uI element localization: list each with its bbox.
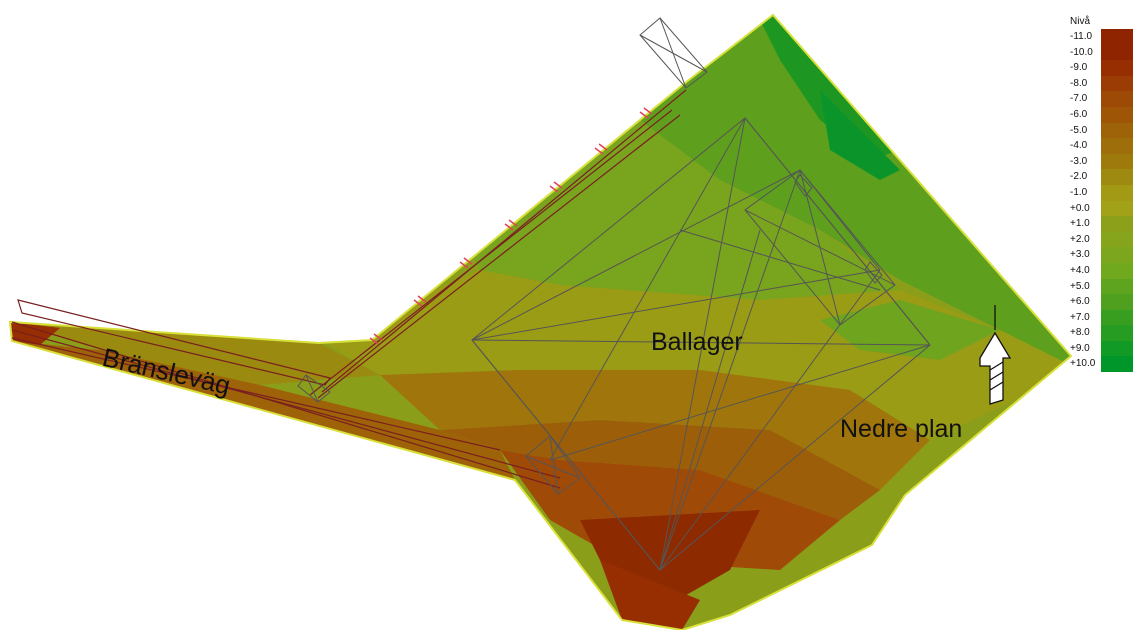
legend-color-swatch	[1101, 200, 1133, 217]
level-zone-top-green	[820, 90, 900, 180]
legend-color-swatch	[1101, 44, 1133, 61]
legend-color-swatch	[1101, 153, 1133, 170]
lower-level-label: Nedre plan	[840, 415, 963, 443]
legend-value: -1.0	[1070, 186, 1088, 198]
legend-entry: -9.0	[1066, 60, 1133, 76]
legend-value: +2.0	[1070, 233, 1090, 245]
legend-color-swatch	[1101, 60, 1133, 76]
legend-entry: -6.0	[1066, 106, 1133, 123]
legend-color-swatch	[1101, 216, 1133, 232]
legend-entry: +4.0	[1066, 262, 1133, 279]
north-arrow-icon	[979, 305, 1012, 405]
legend-color-swatch	[1101, 75, 1133, 92]
legend-entry: -5.0	[1066, 122, 1133, 139]
legend-value: +1.0	[1070, 218, 1090, 230]
legend-entry: +2.0	[1066, 231, 1133, 248]
legend-value: +5.0	[1070, 280, 1090, 292]
legend-value: +8.0	[1070, 327, 1090, 339]
level-zone-high-green	[640, 15, 1071, 380]
level-zone-road-end-red	[10, 322, 60, 345]
legend-entry: +9.0	[1066, 340, 1133, 357]
legend-entry: +5.0	[1066, 278, 1133, 295]
ball-storage-label: Ballager	[651, 328, 743, 356]
legend-color-swatch	[1101, 138, 1133, 154]
legend-color-swatch	[1101, 122, 1133, 139]
legend-value: -9.0	[1070, 62, 1088, 74]
legend-value: -10.0	[1070, 46, 1093, 58]
legend-value: +6.0	[1070, 296, 1090, 308]
legend-value: -8.0	[1070, 77, 1088, 89]
site-outline	[8, 13, 1073, 630]
legend-value: -5.0	[1070, 124, 1088, 136]
legend-value: +10.0	[1070, 358, 1096, 370]
legend-color-swatch	[1101, 184, 1133, 201]
level-zone-brown-upper	[380, 370, 930, 490]
legend-entry: +8.0	[1066, 325, 1133, 341]
legend-color-swatch	[1101, 91, 1133, 107]
level-zone-mid-green	[820, 300, 1000, 360]
legend-color-swatch	[1101, 262, 1133, 279]
legend-value: -6.0	[1070, 108, 1088, 120]
legend-entry: +0.0	[1066, 200, 1133, 217]
legend-color-swatch	[1101, 356, 1133, 373]
fuel-road-structure	[11, 89, 687, 489]
level-legend: Nivå -11.0 -10.0 -9.0 -8.0 -7.0 -6.0 -5.0 -4.0-…	[1066, 14, 1133, 373]
legend-entry: -8.0	[1066, 75, 1133, 92]
level-zone-peak-green	[760, 15, 900, 160]
level-zone-red-brown	[500, 450, 840, 570]
legend-value: +0.0	[1070, 202, 1090, 214]
legend-rows: -11.0 -10.0 -9.0 -8.0 -7.0 -6.0 -5.0 -4.0 -3.0 -2…	[1066, 29, 1133, 373]
legend-value: +7.0	[1070, 311, 1090, 323]
legend-entry: +6.0	[1066, 294, 1133, 310]
legend-color-swatch	[1101, 309, 1133, 326]
legend-entry: -3.0	[1066, 153, 1133, 170]
legend-title: Nivå	[1070, 16, 1091, 27]
legend-entry: +3.0	[1066, 247, 1133, 263]
level-zone-bottom-red	[600, 560, 700, 630]
legend-color-swatch	[1101, 325, 1133, 341]
legend-entry: -7.0	[1066, 91, 1133, 107]
legend-color-swatch	[1101, 247, 1133, 263]
legend-value: +4.0	[1070, 264, 1090, 276]
legend-value: -2.0	[1070, 171, 1088, 183]
legend-color-swatch	[1101, 278, 1133, 295]
legend-entry: -2.0	[1066, 169, 1133, 185]
legend-entry: +1.0	[1066, 216, 1133, 232]
ball-storage-structure	[297, 17, 931, 571]
legend-value: -3.0	[1070, 155, 1088, 167]
legend-entry: +10.0	[1066, 356, 1133, 373]
legend-color-swatch	[1101, 231, 1133, 248]
legend-color-swatch	[1101, 294, 1133, 310]
legend-entry: -11.0	[1066, 29, 1133, 45]
legend-color-swatch	[1101, 29, 1133, 45]
rail-markers	[369, 107, 653, 345]
legend-entry: -1.0	[1066, 184, 1133, 201]
legend-entry: +7.0	[1066, 309, 1133, 326]
legend-entry: -4.0	[1066, 138, 1133, 154]
legend-value: +3.0	[1070, 249, 1090, 261]
legend-value: -11.0	[1070, 31, 1093, 42]
legend-value: -4.0	[1070, 140, 1088, 152]
legend-color-swatch	[1101, 106, 1133, 123]
legend-entry: -10.0	[1066, 44, 1133, 61]
legend-value: +9.0	[1070, 342, 1090, 354]
legend-value: -7.0	[1070, 93, 1088, 105]
legend-color-swatch	[1101, 169, 1133, 185]
legend-color-swatch	[1101, 340, 1133, 357]
